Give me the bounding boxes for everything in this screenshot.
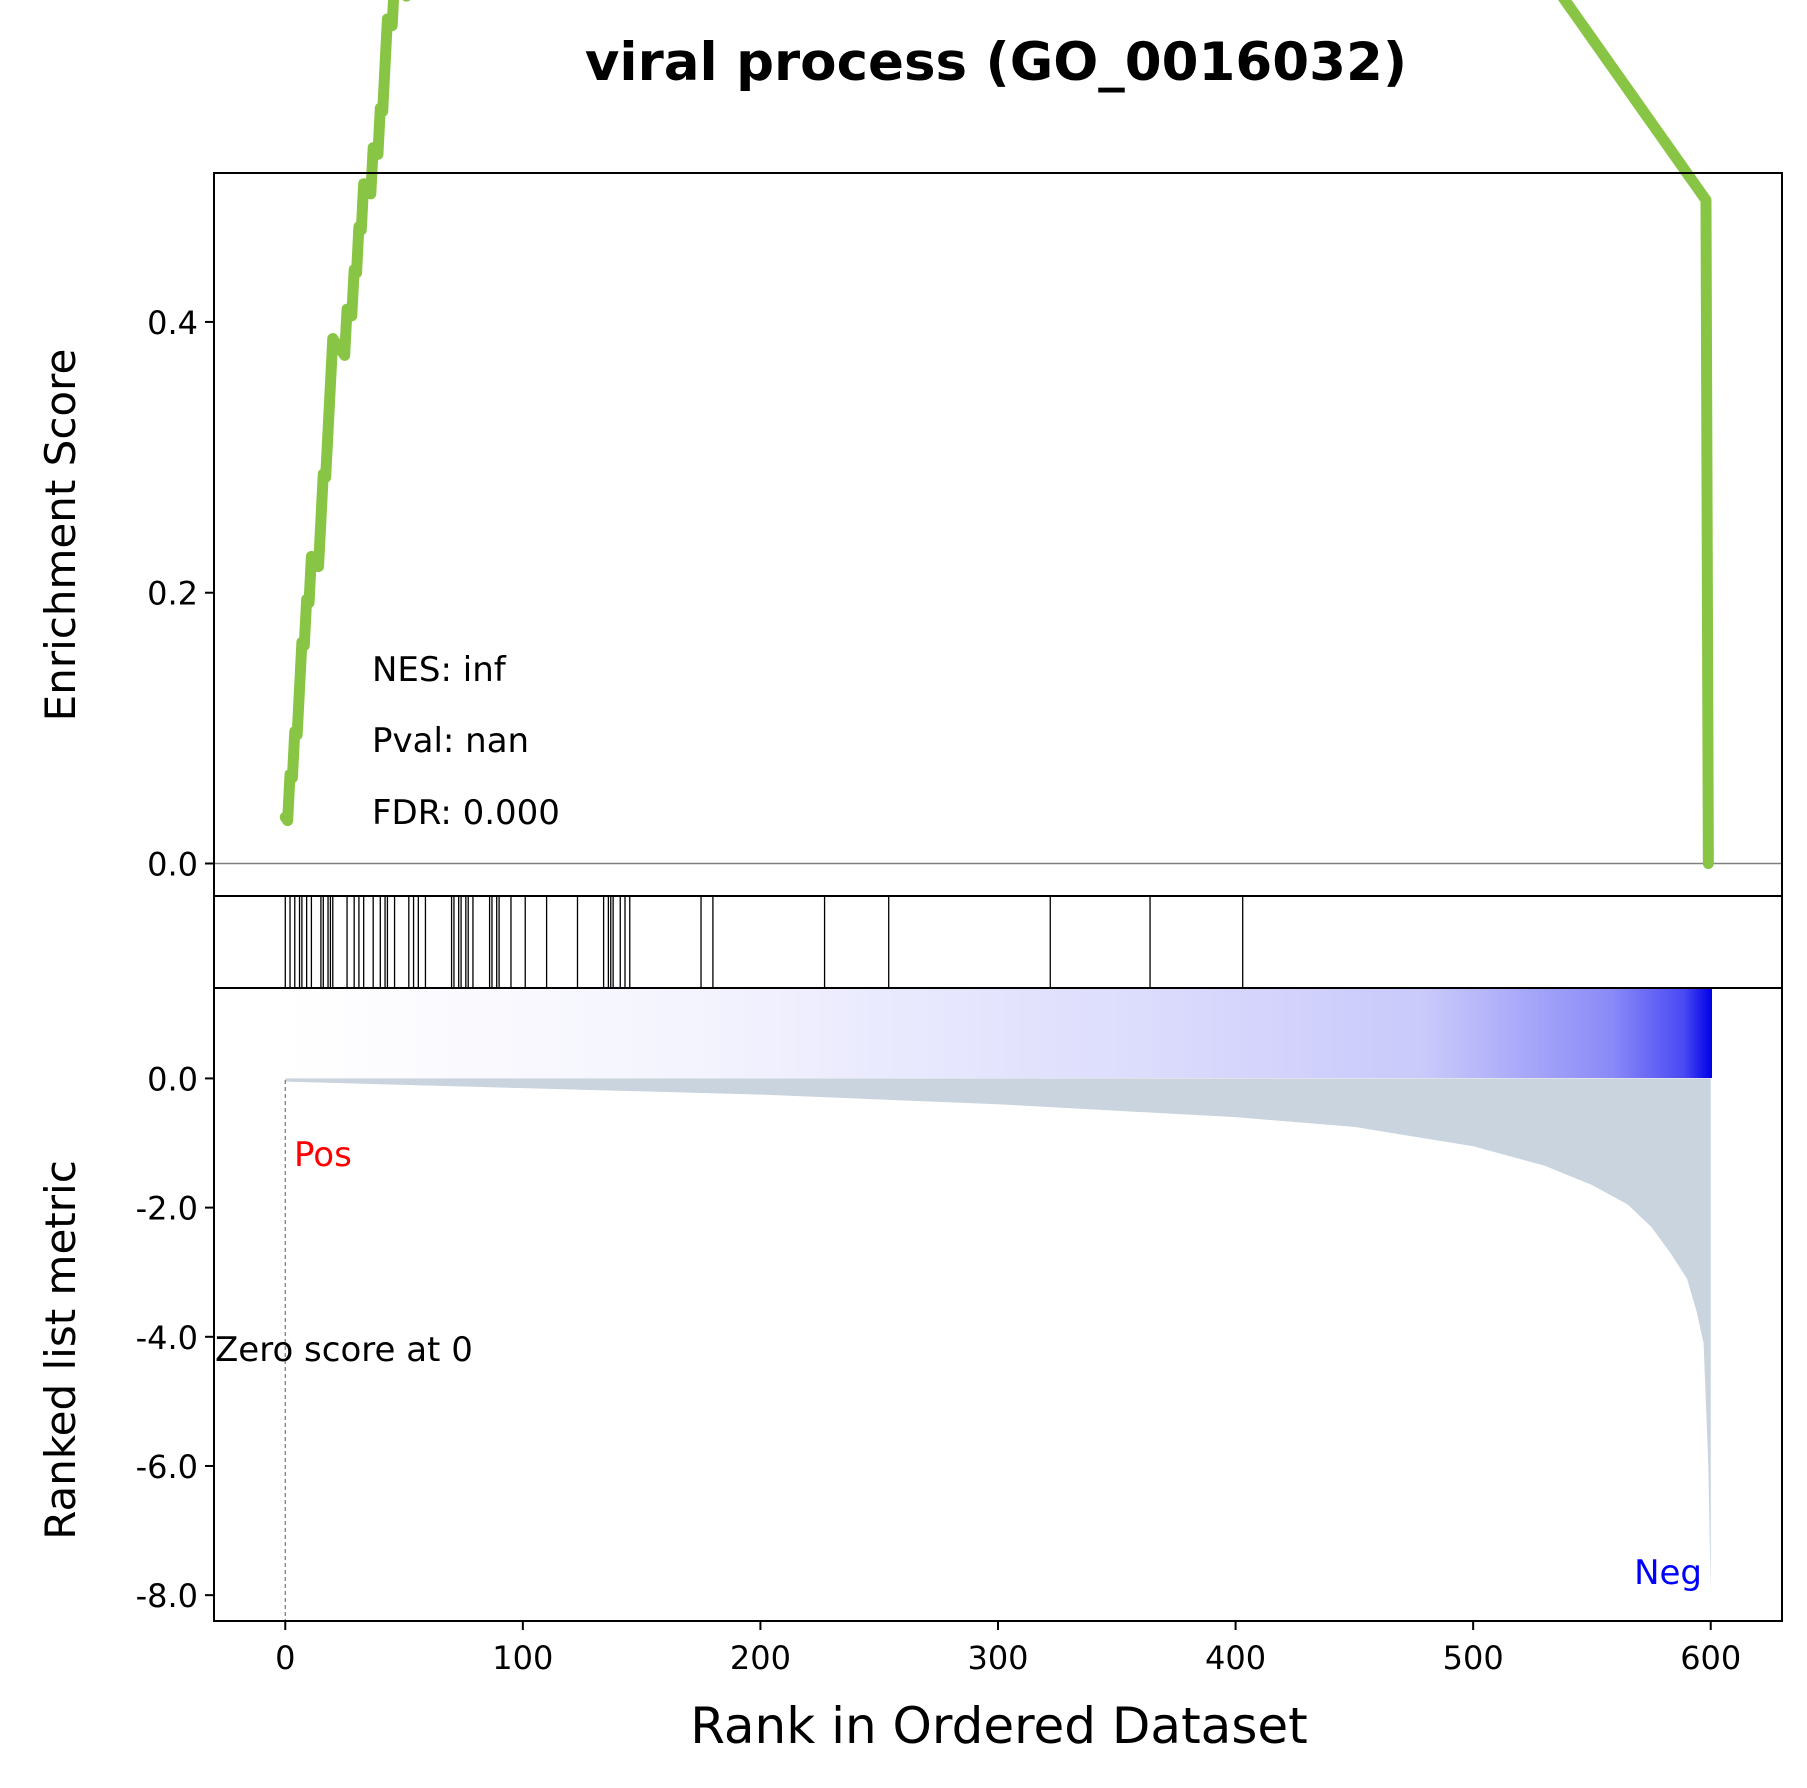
- zero-score-label: Zero score at 0: [215, 1330, 473, 1370]
- x-tick-label: 200: [730, 1639, 791, 1677]
- es-y-tick-label: 0.4: [147, 304, 198, 342]
- metric-y-tick-label: 0.0: [147, 1060, 198, 1098]
- metric-panel-frame: [213, 987, 1783, 1622]
- enrichment-y-ticks: 0.0 0.2 0.4: [147, 304, 214, 884]
- es-y-tick-label: 0.0: [147, 846, 198, 884]
- x-tick-label: 100: [492, 1639, 553, 1677]
- metric-y-ticks: 0.0 -2.0 -4.0 -6.0 -8.0: [136, 1060, 214, 1615]
- ranked-metric-panel: 0.0-2.0-4.0-6.0-8.0 0 100 200 300 400 500 600 …: [36, 987, 1783, 1677]
- x-axis-label: Rank in Ordered Dataset: [690, 1697, 1307, 1755]
- gene-hit-lines: [284, 896, 1244, 988]
- metric-y-tick-label: -4.0: [136, 1319, 198, 1357]
- nes-stat: NES: inf: [372, 650, 507, 690]
- neg-label: Neg: [1634, 1553, 1702, 1593]
- x-tick-label: 400: [1205, 1639, 1266, 1677]
- metric-y-axis-label: Ranked list metric: [36, 1160, 85, 1540]
- x-tick-label: 300: [967, 1639, 1028, 1677]
- metric-y-tick-label: -6.0: [136, 1448, 198, 1486]
- fdr-stat: FDR: 0.000: [372, 793, 560, 833]
- metric-y-tick-label: -8.0: [136, 1577, 198, 1615]
- x-tick-label: 0: [275, 1639, 295, 1677]
- pos-label: Pos: [294, 1135, 352, 1175]
- x-tick-label: 600: [1680, 1639, 1741, 1677]
- x-axis-ticks: 0 100 200 300 400 500 600: [275, 1621, 1741, 1677]
- es-y-tick-label: 0.2: [147, 575, 198, 613]
- chart-title: viral process (GO_0016032): [585, 32, 1407, 93]
- hits-panel: [213, 895, 1783, 989]
- enrichment-y-axis-label: Enrichment Score: [36, 349, 85, 722]
- metric-y-tick-label: -2.0: [136, 1190, 198, 1228]
- enrichment-panel: 0.0 0.2 0.4 Enrichment Score NES: inf Pval…: [36, 0, 1783, 897]
- enrichment-panel-frame: [213, 172, 1783, 897]
- pval-stat: Pval: nan: [372, 721, 529, 761]
- x-tick-label: 500: [1443, 1639, 1504, 1677]
- rank-color-bar: [286, 988, 1712, 1078]
- ranked-metric-area: [285, 1078, 1711, 1596]
- hits-panel-frame: [213, 895, 1783, 989]
